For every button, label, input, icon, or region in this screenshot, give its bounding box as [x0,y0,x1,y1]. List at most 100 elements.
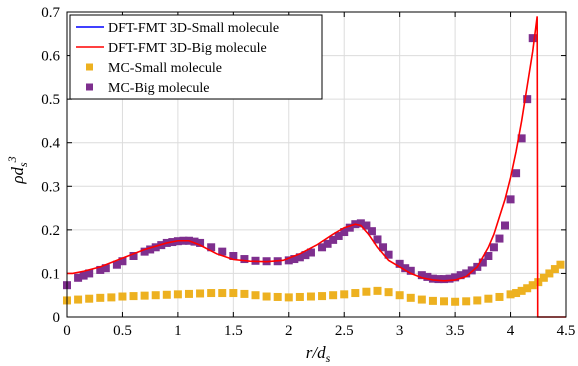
data-point [96,293,105,302]
data-point [406,266,415,275]
data-point [173,290,182,299]
data-point [162,290,171,299]
series-layer [63,16,566,318]
data-point [550,265,559,274]
legend-swatch [86,83,93,91]
data-point [129,252,138,260]
y-tick-label: 0.3 [41,179,60,195]
data-point [85,294,94,303]
data-point [107,293,116,302]
data-point [340,228,349,237]
y-tick-label: 0.4 [41,136,60,152]
data-point [118,292,127,301]
plot-frame [66,11,567,318]
x-tick-label: 2 [285,323,293,339]
data-point [406,293,415,302]
x-tick-label: 4 [507,323,515,339]
y-tick-label: 0.5 [41,92,60,108]
data-point [506,195,515,204]
data-point [545,269,554,278]
data-point [306,248,315,257]
legend-label: MC-Small molecule [108,61,222,76]
data-point [96,265,105,274]
data-point [85,269,94,278]
data-point [373,235,382,244]
data-point [112,260,121,269]
data-point [401,264,410,273]
data-point [184,289,193,298]
data-point [290,255,299,264]
data-point [301,251,310,260]
data-point [501,221,510,230]
series-line [67,16,566,318]
data-point [456,271,465,280]
data-point [367,227,376,236]
y-tick-label: 0.7 [41,5,60,21]
legend-label: DFT-FMT 3D-Small molecule [108,21,279,36]
data-point [384,288,393,297]
data-point [395,259,404,268]
data-point [146,245,155,254]
data-point [417,271,426,280]
data-point [284,293,293,302]
data-point [218,247,227,256]
data-point [517,134,526,143]
data-point [74,273,83,282]
data-point [207,289,216,298]
data-point [284,256,293,265]
series-1 [67,16,566,318]
data-point [428,274,437,283]
data-point [118,257,127,266]
data-point [440,275,449,284]
data-point [451,273,460,282]
data-point [129,292,138,301]
data-point [440,297,449,306]
data-point [512,169,521,178]
x-tick-label: 3.5 [446,323,465,339]
data-point [434,275,443,284]
data-point [240,255,249,264]
data-point [495,234,504,243]
data-point [151,243,160,252]
series-2 [63,260,565,306]
data-point [140,247,149,256]
data-point [196,289,205,298]
data-point [445,274,454,283]
data-point [417,295,426,304]
data-point [362,287,371,296]
data-point [240,289,249,298]
data-point [528,34,537,43]
data-point [229,289,238,298]
data-point [251,291,260,300]
x-tick-label: 0.5 [113,323,132,339]
data-point [295,292,304,301]
data-point [379,243,388,252]
y-tick-label: 0.2 [41,223,60,239]
x-tick-label: 1.5 [224,323,243,339]
data-point [306,292,315,301]
data-point [395,291,404,300]
data-point [207,243,216,252]
data-point [318,292,327,301]
data-point [556,260,565,269]
data-point [384,250,393,259]
data-point [451,297,460,306]
data-point [484,252,493,260]
data-point [340,290,349,299]
data-point [362,221,371,230]
x-tick-label: 2.5 [335,323,354,339]
data-point [495,292,504,301]
data-point [473,296,482,305]
data-point [151,291,160,300]
data-point [190,237,199,246]
data-point [373,286,382,295]
legend-swatch [86,63,93,71]
data-point [467,266,476,275]
data-point [196,238,205,247]
data-point [79,271,88,280]
data-point [523,95,532,104]
data-point [262,292,271,301]
x-tick-label: 1 [174,323,182,339]
data-point [229,252,238,260]
legend-box [69,14,323,100]
